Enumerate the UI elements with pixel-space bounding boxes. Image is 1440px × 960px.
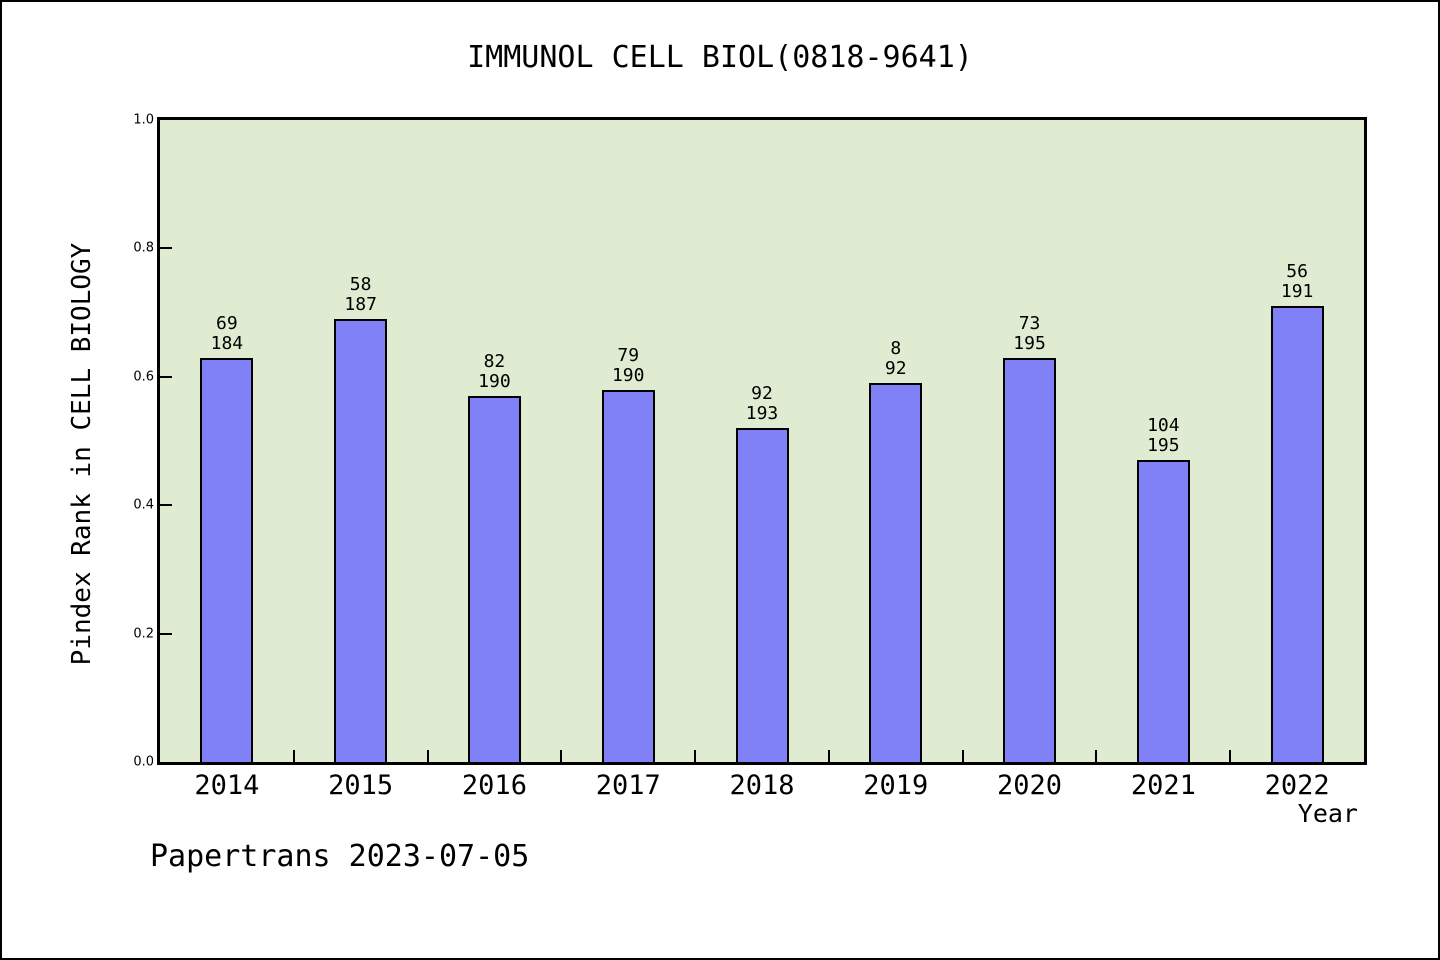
bar-value-label-2017: 79 190 xyxy=(611,345,645,386)
x-axis-tick xyxy=(961,750,964,762)
bar-2020 xyxy=(1003,358,1057,762)
footer-note: Papertrans 2023-07-05 xyxy=(150,839,530,874)
x-tick-label-2022: 2022 xyxy=(1264,770,1330,801)
x-tick-label-2016: 2016 xyxy=(461,770,527,801)
y-axis-tick xyxy=(160,247,172,250)
x-axis-tick xyxy=(1229,750,1232,762)
x-tick-label-2020: 2020 xyxy=(997,770,1063,801)
bar-value-label-2019: 8 92 xyxy=(884,338,907,379)
x-tick-label-2014: 2014 xyxy=(194,770,260,801)
x-tick-label-2019: 2019 xyxy=(863,770,929,801)
bar-value-label-2022: 56 191 xyxy=(1280,261,1314,302)
bar-value-label-2016: 82 190 xyxy=(478,351,511,392)
x-axis-tick xyxy=(426,750,429,762)
bar-2021 xyxy=(1136,460,1190,762)
y-tick-label-0.8: 0.8 xyxy=(133,240,154,256)
bar-value-label-2021: 104 195 xyxy=(1147,415,1180,456)
x-axis-tick xyxy=(1095,750,1098,762)
chart-title: IMMUNOL CELL BIOL(0818-9641) xyxy=(467,40,973,75)
x-axis-title: Year xyxy=(1297,799,1358,828)
bar-2016 xyxy=(467,396,521,762)
x-axis-tick xyxy=(694,750,697,762)
x-tick-label-2018: 2018 xyxy=(729,770,795,801)
bar-value-label-2014: 69 184 xyxy=(210,313,244,354)
y-axis-tick xyxy=(160,632,172,635)
x-tick-label-2017: 2017 xyxy=(595,770,661,801)
bar-value-label-2015: 58 187 xyxy=(344,274,377,315)
x-tick-label-2021: 2021 xyxy=(1130,770,1196,801)
y-tick-label-0.4: 0.4 xyxy=(133,497,154,513)
bar-value-label-2020: 73 195 xyxy=(1013,313,1046,354)
bar-2018 xyxy=(735,428,789,762)
y-tick-label-0.6: 0.6 xyxy=(133,369,154,385)
plot-inner: 69 184 2014 58 187 2015 82 190 2016 79 190 2017 92 19… xyxy=(133,113,1364,802)
y-tick-label-0.0: 0.0 xyxy=(133,754,154,770)
y-axis-tick xyxy=(160,375,172,378)
x-axis-tick xyxy=(827,750,830,762)
plot-area: 69 184 2014 58 187 2015 82 190 2016 79 190 2017 92 19… xyxy=(133,113,1367,802)
bar-2022 xyxy=(1270,306,1324,762)
bar-2019 xyxy=(869,383,923,762)
bar-2015 xyxy=(334,319,388,762)
bar-2017 xyxy=(601,390,655,762)
x-axis-tick xyxy=(292,750,295,762)
x-axis-tick xyxy=(560,750,563,762)
bar-2014 xyxy=(200,358,254,762)
bar-value-label-2018: 92 193 xyxy=(745,383,779,424)
y-axis-title: Pindex Rank in CELL BIOLOGY xyxy=(67,242,97,666)
y-tick-label-1.0: 1.0 xyxy=(133,112,154,128)
y-axis-tick xyxy=(160,504,172,507)
x-tick-label-2015: 2015 xyxy=(328,770,394,801)
y-tick-label-0.2: 0.2 xyxy=(133,626,154,642)
